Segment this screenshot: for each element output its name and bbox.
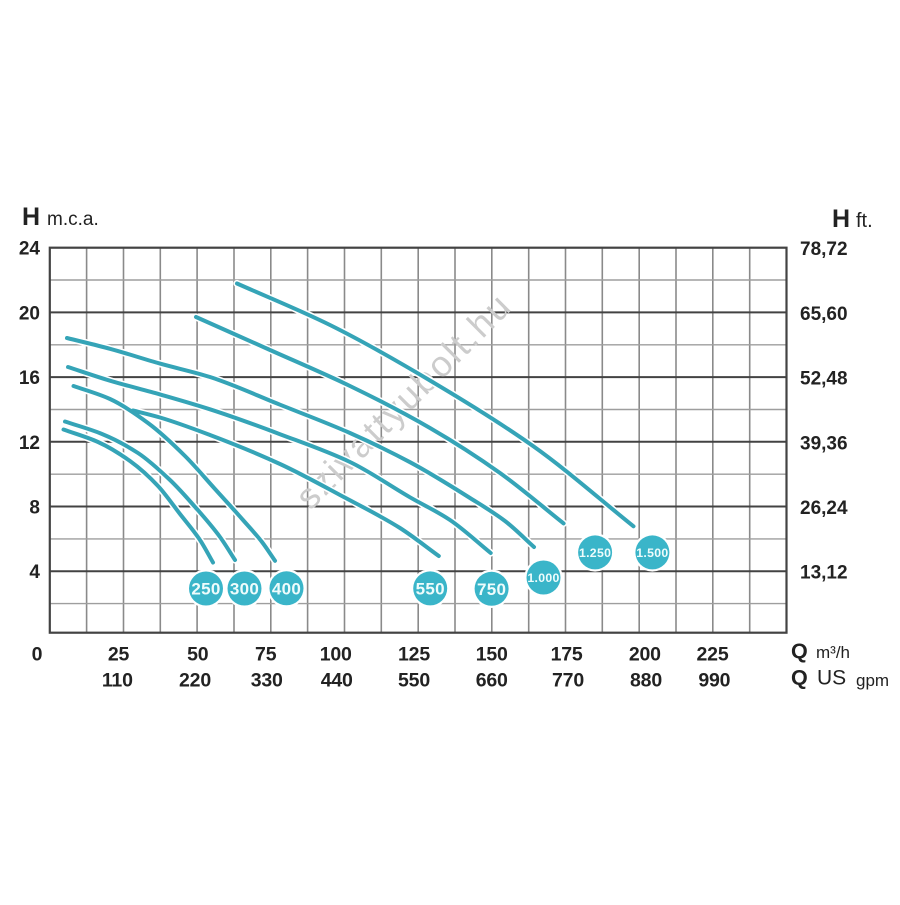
svg-text:110: 110 xyxy=(102,670,133,692)
svg-text:550: 550 xyxy=(416,580,445,599)
svg-text:750: 750 xyxy=(477,580,506,599)
svg-text:12: 12 xyxy=(19,433,40,454)
svg-text:330: 330 xyxy=(251,670,283,692)
svg-text:Q: Q xyxy=(791,666,808,690)
svg-text:8: 8 xyxy=(29,498,40,519)
svg-text:660: 660 xyxy=(476,670,508,692)
svg-text:H: H xyxy=(22,203,40,231)
svg-text:0: 0 xyxy=(32,644,43,666)
svg-text:Q: Q xyxy=(791,639,808,663)
svg-text:24: 24 xyxy=(19,239,41,260)
svg-text:770: 770 xyxy=(552,670,584,692)
svg-text:26,24: 26,24 xyxy=(800,498,848,519)
svg-text:52,48: 52,48 xyxy=(800,369,848,390)
svg-text:440: 440 xyxy=(321,670,353,692)
svg-text:550: 550 xyxy=(398,670,430,692)
svg-text:US: US xyxy=(817,667,846,690)
svg-text:150: 150 xyxy=(476,644,508,666)
svg-text:400: 400 xyxy=(272,579,301,598)
svg-text:1.250: 1.250 xyxy=(579,546,611,560)
svg-text:16: 16 xyxy=(19,368,40,389)
svg-text:1.500: 1.500 xyxy=(636,546,668,560)
svg-text:880: 880 xyxy=(630,670,662,692)
svg-text:39,36: 39,36 xyxy=(800,433,848,454)
svg-text:75: 75 xyxy=(255,644,277,666)
svg-text:200: 200 xyxy=(629,644,661,666)
svg-text:1.000: 1.000 xyxy=(527,571,559,585)
svg-text:100: 100 xyxy=(320,644,352,666)
svg-text:ft.: ft. xyxy=(856,210,873,232)
svg-text:50: 50 xyxy=(187,644,209,666)
svg-text:m.c.a.: m.c.a. xyxy=(47,209,99,230)
svg-text:13,12: 13,12 xyxy=(800,563,848,584)
svg-text:4: 4 xyxy=(29,562,40,583)
svg-text:m³/h: m³/h xyxy=(816,643,850,662)
svg-text:H: H xyxy=(832,205,850,233)
svg-text:990: 990 xyxy=(698,670,730,692)
svg-text:25: 25 xyxy=(108,644,130,666)
svg-text:125: 125 xyxy=(398,644,430,666)
svg-text:gpm: gpm xyxy=(856,671,889,690)
svg-text:65,60: 65,60 xyxy=(800,304,848,325)
svg-text:220: 220 xyxy=(179,670,211,692)
svg-text:250: 250 xyxy=(191,580,220,599)
svg-text:20: 20 xyxy=(19,303,40,324)
svg-text:175: 175 xyxy=(551,644,583,666)
svg-text:300: 300 xyxy=(230,580,259,599)
svg-text:225: 225 xyxy=(697,644,729,666)
svg-text:78,72: 78,72 xyxy=(800,239,848,260)
